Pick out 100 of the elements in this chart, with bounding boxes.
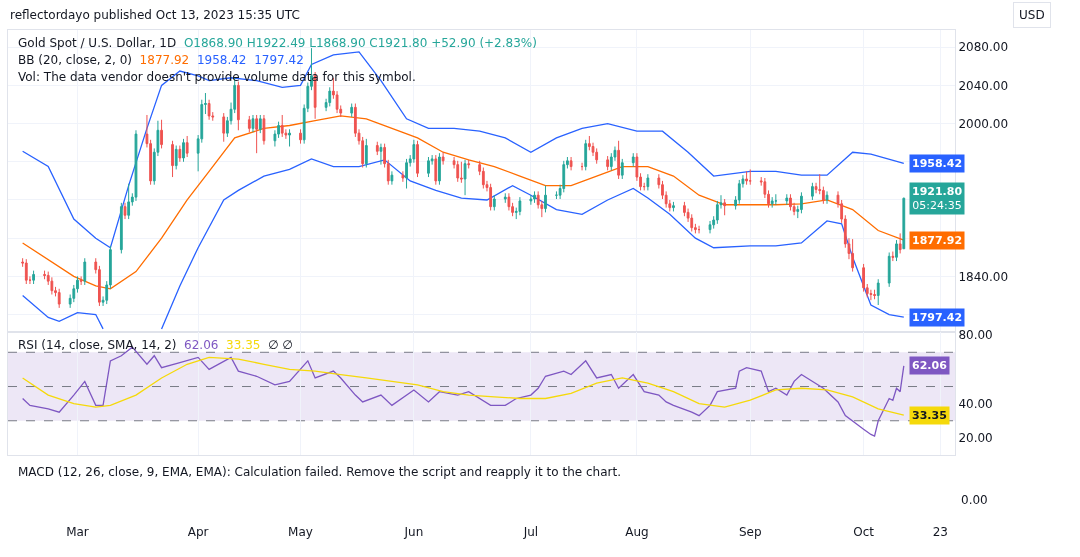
annotation: 1921.80 bbox=[912, 185, 963, 198]
text: reflectordayo published Oct 13, 2023 15:35 UTC bbox=[10, 8, 300, 22]
text: 62.06 bbox=[184, 338, 219, 352]
data-label: 1797.42 bbox=[912, 311, 963, 324]
candlestick bbox=[489, 183, 493, 211]
candlestick bbox=[280, 114, 284, 138]
text: 1958.42 bbox=[196, 53, 247, 67]
candlestick bbox=[617, 140, 621, 180]
line-series bbox=[21, 356, 905, 416]
candlestick bbox=[745, 170, 748, 186]
candlestick bbox=[851, 238, 855, 273]
candlestick bbox=[24, 258, 28, 285]
candlestick bbox=[580, 162, 584, 171]
text: 0.00 bbox=[961, 493, 988, 507]
candlestick bbox=[412, 139, 416, 164]
candlestick bbox=[427, 156, 430, 178]
candlestick bbox=[811, 182, 814, 201]
candlestick bbox=[708, 220, 712, 234]
data-label: 62.06 bbox=[912, 359, 948, 372]
candlestick bbox=[79, 275, 83, 286]
candlestick bbox=[405, 158, 408, 190]
candlestick bbox=[416, 140, 419, 178]
candlestick bbox=[785, 193, 789, 206]
annotation: O1868.90 H1922.49 L1868.90 C1921.80 +52.90 (+2.83%) bbox=[183, 36, 537, 50]
candlestick bbox=[185, 135, 189, 158]
candlestick bbox=[251, 114, 255, 133]
candlestick bbox=[456, 160, 460, 183]
candlestick bbox=[467, 159, 471, 169]
candlestick bbox=[178, 145, 182, 163]
candlestick bbox=[134, 129, 138, 202]
x-tick-label: Oct bbox=[853, 525, 875, 540]
candlestick bbox=[328, 86, 332, 107]
candlestick bbox=[299, 128, 302, 145]
candlestick bbox=[288, 128, 291, 147]
y-tick-label: 1840.00 bbox=[958, 269, 1009, 284]
candlestick bbox=[873, 289, 876, 300]
text: USD bbox=[1019, 8, 1045, 22]
candlestick bbox=[723, 198, 727, 216]
candlestick bbox=[862, 263, 865, 293]
candlestick bbox=[748, 168, 752, 186]
candlestick bbox=[364, 138, 368, 169]
x-tick-label: May bbox=[288, 525, 313, 540]
candlestick bbox=[160, 119, 163, 149]
x-tick-label: Apr bbox=[187, 525, 209, 540]
y-tick-label: 80.00 bbox=[958, 328, 993, 343]
candlestick bbox=[459, 161, 463, 184]
candlestick bbox=[375, 141, 379, 156]
candlestick bbox=[390, 170, 394, 186]
candlestick bbox=[646, 173, 650, 191]
candlestick bbox=[595, 147, 599, 165]
candlestick bbox=[891, 251, 895, 262]
text: 33.35 bbox=[226, 338, 261, 352]
x-tick-label: Jun bbox=[403, 525, 424, 540]
candlestick bbox=[57, 288, 61, 309]
candlestick bbox=[127, 183, 131, 220]
legend-title: BB (20, close, 2, 0) bbox=[18, 53, 132, 67]
y-tick-label: 2000.00 bbox=[958, 116, 1009, 131]
x-tick-label: Mar bbox=[66, 525, 89, 540]
x-tick-label: Jul bbox=[522, 525, 539, 540]
candlestick bbox=[825, 190, 829, 205]
candlestick bbox=[463, 159, 467, 196]
candlestick bbox=[529, 194, 533, 206]
candlestick bbox=[518, 196, 522, 216]
candlestick bbox=[887, 251, 891, 288]
candlestick bbox=[631, 152, 635, 168]
candlestick bbox=[258, 114, 262, 134]
candlestick bbox=[123, 202, 127, 220]
candlestick bbox=[171, 140, 174, 178]
candlestick bbox=[876, 278, 880, 306]
candlestick bbox=[800, 191, 803, 214]
candlestick bbox=[569, 156, 573, 171]
candlestick bbox=[503, 192, 507, 204]
candlestick bbox=[438, 152, 441, 186]
candlestick bbox=[50, 276, 54, 296]
annotation: ∅ ∅ bbox=[268, 338, 293, 352]
candlestick bbox=[672, 201, 675, 212]
candlestick bbox=[401, 170, 405, 183]
candlestick bbox=[350, 103, 354, 118]
annotation: 05:24:35 bbox=[912, 199, 962, 213]
candlestick bbox=[620, 158, 624, 180]
candlestick bbox=[690, 213, 694, 232]
candlestick bbox=[492, 194, 496, 211]
candlestick bbox=[174, 145, 178, 170]
y-tick-label: 2040.00 bbox=[958, 78, 1009, 93]
data-label: 1877.92 bbox=[912, 234, 963, 247]
y-tick-label: 20.00 bbox=[958, 431, 993, 446]
candlestick bbox=[533, 190, 536, 204]
candlestick bbox=[182, 138, 185, 163]
x-tick-label: Sep bbox=[738, 525, 762, 540]
candlestick bbox=[895, 239, 898, 262]
y-tick-label: 2080.00 bbox=[958, 40, 1009, 55]
candlestick bbox=[584, 139, 588, 171]
candlestick bbox=[606, 155, 610, 171]
text: Gold Spot / U.S. Dollar, 1D bbox=[18, 36, 177, 50]
candlestick bbox=[434, 154, 438, 186]
candlestick bbox=[119, 202, 123, 254]
line-series bbox=[21, 115, 905, 290]
candlestick bbox=[379, 143, 383, 166]
x-tick-label: Aug bbox=[625, 525, 649, 540]
data-label: 1958.42 bbox=[912, 157, 963, 170]
